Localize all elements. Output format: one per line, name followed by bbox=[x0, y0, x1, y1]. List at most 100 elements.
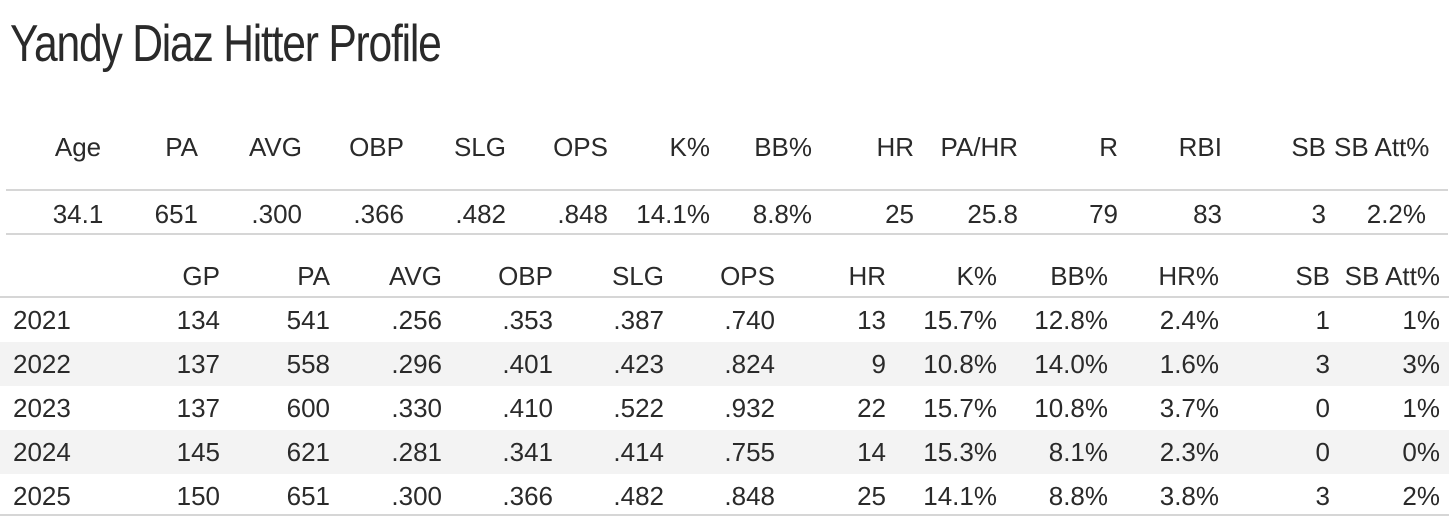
summary-header-cell: SB Att% bbox=[1334, 132, 1430, 162]
season-stat-cell: 541 bbox=[286, 305, 330, 335]
season-stat-cell: 9 bbox=[871, 349, 886, 379]
season-stat-cell: .353 bbox=[502, 305, 553, 335]
summary-bottom-divider bbox=[6, 233, 1448, 235]
season-stat-cell: 12.8% bbox=[1034, 305, 1108, 335]
summary-value-cell: 8.8% bbox=[752, 199, 812, 229]
season-stat-cell: 22 bbox=[857, 393, 886, 423]
season-stat-cell: 15.7% bbox=[923, 393, 997, 423]
table-row bbox=[0, 474, 1449, 518]
table-row bbox=[0, 298, 1449, 342]
season-stat-cell: 3.8% bbox=[1159, 481, 1219, 511]
summary-header-cell: BB% bbox=[754, 132, 812, 162]
season-stat-cell: .296 bbox=[391, 349, 442, 379]
summary-header-cell: RBI bbox=[1178, 132, 1222, 162]
season-header-cell: K% bbox=[956, 261, 997, 291]
season-stat-cell: 150 bbox=[176, 481, 220, 511]
season-stat-cell: .522 bbox=[613, 393, 664, 423]
season-stat-cell: 1 bbox=[1315, 305, 1330, 335]
season-stat-cell: 134 bbox=[176, 305, 220, 335]
season-stat-cell: 137 bbox=[176, 393, 220, 423]
season-stat-cell: .410 bbox=[502, 393, 553, 423]
season-stat-cell: 558 bbox=[286, 349, 330, 379]
season-header-cell: GP bbox=[182, 261, 220, 291]
season-stat-cell: 0% bbox=[1402, 437, 1440, 467]
summary-value-cell: 2.2% bbox=[1366, 199, 1426, 229]
summary-header-cell: AVG bbox=[249, 132, 302, 162]
season-stat-cell: 15.3% bbox=[923, 437, 997, 467]
season-stat-cell: 0 bbox=[1315, 393, 1330, 423]
summary-header-cell: PA/HR bbox=[940, 132, 1018, 162]
summary-value-cell: 651 bbox=[154, 199, 198, 229]
summary-value-cell: 25 bbox=[885, 199, 914, 229]
season-stat-cell: 3 bbox=[1315, 481, 1330, 511]
season-stat-cell: 10.8% bbox=[1034, 393, 1108, 423]
summary-header-cell: R bbox=[1099, 132, 1118, 162]
season-header-cell: HR bbox=[848, 261, 886, 291]
season-year-cell: 2025 bbox=[13, 481, 71, 511]
season-year-cell: 2022 bbox=[13, 349, 71, 379]
season-stat-cell: 8.8% bbox=[1048, 481, 1108, 511]
season-stat-cell: 3.7% bbox=[1159, 393, 1219, 423]
summary-header-cell: K% bbox=[669, 132, 710, 162]
season-stat-cell: .341 bbox=[502, 437, 553, 467]
season-stat-cell: 2.3% bbox=[1159, 437, 1219, 467]
season-stat-cell: 14.1% bbox=[923, 481, 997, 511]
summary-value-cell: .482 bbox=[455, 199, 506, 229]
season-stat-cell: 10.8% bbox=[923, 349, 997, 379]
season-stat-cell: .414 bbox=[613, 437, 664, 467]
season-year-cell: 2024 bbox=[13, 437, 71, 467]
season-stat-cell: 621 bbox=[286, 437, 330, 467]
summary-value-cell: 14.1% bbox=[636, 199, 710, 229]
season-stat-cell: 13 bbox=[857, 305, 886, 335]
summary-header-cell: OBP bbox=[349, 132, 404, 162]
season-stat-cell: .824 bbox=[724, 349, 775, 379]
season-stat-cell: 25 bbox=[857, 481, 886, 511]
season-stat-cell: 3% bbox=[1402, 349, 1440, 379]
season-bottom-divider bbox=[0, 514, 1449, 516]
season-stat-cell: 2% bbox=[1402, 481, 1440, 511]
summary-value-cell: .848 bbox=[557, 199, 608, 229]
summary-header-cell: SB bbox=[1291, 132, 1326, 162]
summary-value-cell: 79 bbox=[1089, 199, 1118, 229]
summary-value-cell: 3 bbox=[1311, 199, 1326, 229]
summary-value-cell: .366 bbox=[353, 199, 404, 229]
summary-value-cell: 34.1 bbox=[52, 199, 104, 229]
season-stat-cell: 0 bbox=[1315, 437, 1330, 467]
season-stat-cell: 8.1% bbox=[1048, 437, 1108, 467]
season-stat-cell: 600 bbox=[286, 393, 330, 423]
page-title: Yandy Diaz Hitter Profile bbox=[10, 15, 442, 73]
season-header-cell: SB bbox=[1295, 261, 1330, 291]
season-header-cell: SB Att% bbox=[1344, 261, 1440, 291]
season-header-cell: BB% bbox=[1050, 261, 1108, 291]
season-stat-cell: .300 bbox=[391, 481, 442, 511]
summary-value-cell: 83 bbox=[1193, 199, 1222, 229]
season-stat-cell: 14 bbox=[857, 437, 886, 467]
season-year-cell: 2021 bbox=[13, 305, 71, 335]
summary-header-cell: PA bbox=[165, 132, 198, 162]
season-stat-cell: .740 bbox=[724, 305, 775, 335]
table-row bbox=[0, 430, 1449, 474]
summary-header-cell: HR bbox=[876, 132, 914, 162]
season-stat-cell: .848 bbox=[724, 481, 775, 511]
table-row bbox=[0, 386, 1449, 430]
season-header-cell: AVG bbox=[389, 261, 442, 291]
summary-divider bbox=[6, 189, 1448, 191]
season-stat-cell: 1% bbox=[1402, 305, 1440, 335]
summary-value-cell: 25.8 bbox=[967, 199, 1018, 229]
season-header-cell: PA bbox=[297, 261, 330, 291]
season-stat-cell: .401 bbox=[502, 349, 553, 379]
season-stat-cell: 1.6% bbox=[1159, 349, 1219, 379]
season-stat-cell: .482 bbox=[613, 481, 664, 511]
season-header-divider bbox=[0, 296, 1449, 298]
season-stat-cell: 1% bbox=[1402, 393, 1440, 423]
season-stat-cell: .423 bbox=[613, 349, 664, 379]
season-stat-cell: 15.7% bbox=[923, 305, 997, 335]
season-stat-cell: .932 bbox=[724, 393, 775, 423]
season-stat-cell: .366 bbox=[502, 481, 553, 511]
season-stat-cell: .281 bbox=[391, 437, 442, 467]
season-stat-cell: .387 bbox=[613, 305, 664, 335]
season-header-cell: OBP bbox=[498, 261, 553, 291]
season-stat-cell: 14.0% bbox=[1034, 349, 1108, 379]
summary-header-cell: SLG bbox=[453, 132, 506, 162]
summary-header-cell: Age bbox=[54, 132, 102, 162]
